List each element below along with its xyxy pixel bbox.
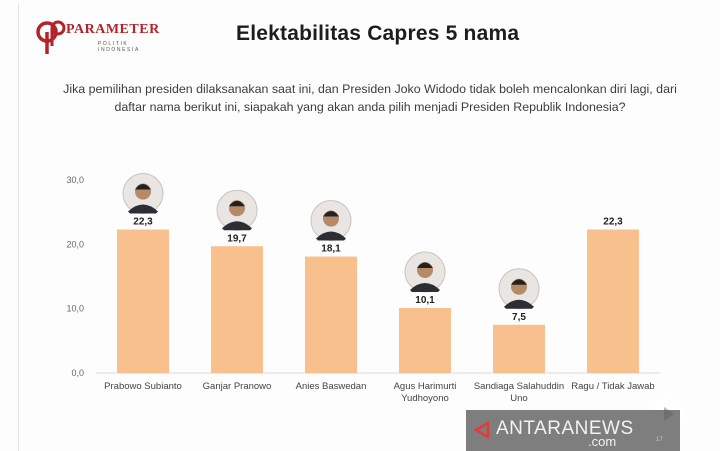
x-tick-label: Ganjar Pranowo bbox=[203, 381, 272, 392]
bar bbox=[211, 246, 263, 373]
y-tick-label: 20,0 bbox=[66, 239, 84, 249]
watermark-name: ANTARANEWS bbox=[496, 418, 634, 439]
bar bbox=[493, 324, 545, 373]
candidate-photo bbox=[498, 268, 540, 310]
data-label: 10,1 bbox=[415, 295, 435, 306]
photo-body bbox=[316, 231, 346, 241]
x-tick-label: Prabowo Subianto bbox=[104, 381, 182, 392]
page-number: 17 bbox=[656, 437, 663, 443]
photo-hair bbox=[229, 200, 245, 207]
data-label: 7,5 bbox=[512, 312, 526, 323]
slide-title: Elektabilitas Capres 5 nama bbox=[236, 22, 520, 45]
photo-body bbox=[504, 299, 534, 309]
data-label: 22,3 bbox=[603, 217, 623, 228]
y-tick-label: 0,0 bbox=[71, 368, 84, 378]
brand-subtitle: POLITIK INDONESIA bbox=[98, 41, 140, 53]
bar bbox=[587, 229, 639, 373]
x-tick-label: Agus Harimurti bbox=[394, 381, 457, 392]
bar bbox=[117, 229, 169, 373]
x-tick-label: Yudhoyono bbox=[401, 393, 449, 404]
y-tick-label: 10,0 bbox=[66, 304, 84, 314]
candidate-photo bbox=[122, 173, 164, 215]
photo-body bbox=[222, 221, 252, 231]
photo-body bbox=[128, 204, 158, 214]
y-tick-label: 30,0 bbox=[66, 175, 84, 185]
photo-hair bbox=[417, 262, 433, 269]
survey-question: Jika pemilihan presiden dilaksanakan saa… bbox=[63, 82, 677, 114]
left-border bbox=[18, 4, 19, 451]
photo-body bbox=[410, 283, 440, 293]
candidate-photo bbox=[216, 189, 258, 231]
data-label: 22,3 bbox=[133, 217, 153, 228]
data-label: 18,1 bbox=[321, 244, 341, 255]
x-tick-label: Uno bbox=[510, 393, 527, 404]
photo-hair bbox=[323, 211, 339, 217]
data-label: 19,7 bbox=[227, 233, 247, 244]
antara-logo-icon bbox=[474, 420, 490, 440]
bar bbox=[399, 308, 451, 373]
candidate-photo bbox=[310, 200, 352, 242]
watermark-domain: .com bbox=[588, 434, 617, 449]
photo-hair bbox=[511, 279, 527, 285]
brand-name: PARAMETER bbox=[66, 22, 160, 37]
photo-hair bbox=[135, 184, 151, 190]
parameter-logo: PARAMETER POLITIK INDONESIA bbox=[36, 14, 166, 58]
x-tick-label: Anies Baswedan bbox=[296, 381, 367, 392]
x-tick-label: Sandiaga Salahuddin bbox=[474, 381, 564, 392]
x-tick-label: Ragu / Tidak Jawab bbox=[571, 381, 654, 392]
candidate-photo bbox=[404, 251, 446, 293]
bar bbox=[305, 256, 357, 373]
antaranews-watermark: ANTARANEWS .com bbox=[466, 410, 680, 451]
parameter-logo-mark-icon bbox=[36, 20, 66, 54]
